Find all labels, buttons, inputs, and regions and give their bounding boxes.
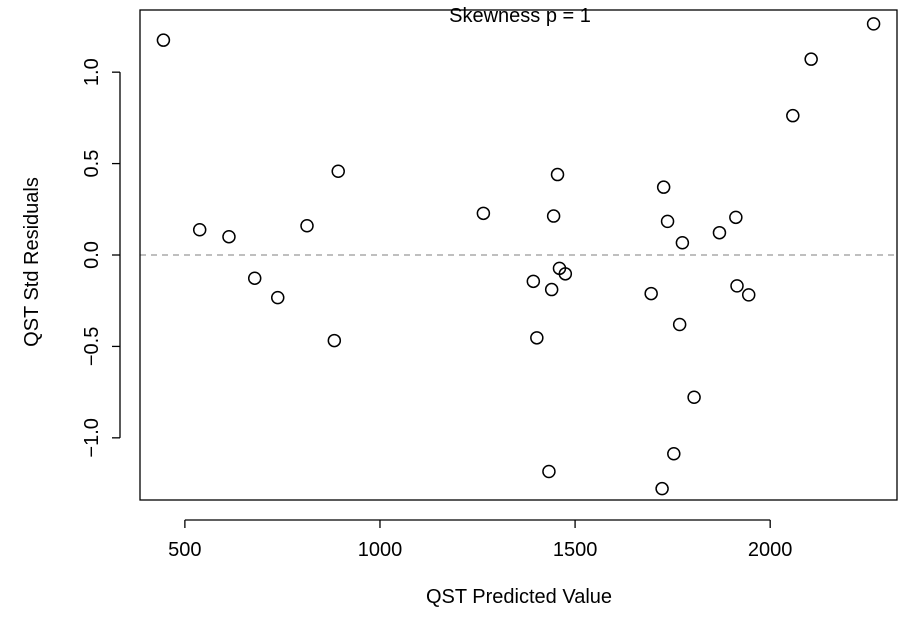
data-point xyxy=(687,390,701,404)
data-point xyxy=(526,274,541,289)
data-point xyxy=(550,167,565,182)
x-tick-label: 1000 xyxy=(358,539,403,561)
data-point xyxy=(222,229,236,244)
chart-title: Skewness p = 1 xyxy=(449,5,591,27)
data-point xyxy=(192,223,207,237)
data-point xyxy=(667,446,681,461)
data-point xyxy=(675,236,690,250)
x-tick-label: 1500 xyxy=(553,539,598,561)
y-tick-label: 0.0 xyxy=(81,241,103,269)
y-tick-label: −0.5 xyxy=(81,327,103,366)
data-point xyxy=(327,333,342,348)
data-point xyxy=(476,206,491,221)
x-tick-label: 500 xyxy=(168,539,201,561)
data-point xyxy=(741,288,756,302)
y-tick-label: −1.0 xyxy=(81,418,103,457)
data-point xyxy=(156,33,171,47)
data-point xyxy=(247,271,262,285)
data-point xyxy=(786,108,800,123)
data-point xyxy=(712,225,727,240)
x-axis-title: QST Predicted Value xyxy=(426,586,612,608)
x-tick-label: 2000 xyxy=(748,539,793,561)
data-point xyxy=(331,164,345,179)
data-point xyxy=(300,218,314,233)
x-axis: 500 1000 1500 2000 xyxy=(168,519,793,561)
data-point xyxy=(866,17,881,31)
data-point xyxy=(729,210,743,225)
data-point xyxy=(558,267,573,281)
data-point xyxy=(546,209,561,223)
data-point xyxy=(544,282,559,297)
plot-frame xyxy=(139,9,898,501)
y-tick-label: 1.0 xyxy=(81,58,103,86)
data-point xyxy=(660,214,675,229)
data-point xyxy=(655,481,669,496)
data-point xyxy=(644,286,658,301)
data-point xyxy=(672,317,687,332)
data-point xyxy=(530,331,544,345)
data-point xyxy=(542,464,556,479)
data-point xyxy=(270,290,285,305)
data-point xyxy=(804,52,818,66)
data-point xyxy=(656,180,671,194)
y-axis-title: QST Std Residuals xyxy=(21,177,43,347)
data-point xyxy=(730,279,744,293)
y-axis: −1.0 −0.5 0.0 0.5 1.0 xyxy=(81,58,121,458)
y-tick-label: 0.5 xyxy=(81,150,103,178)
